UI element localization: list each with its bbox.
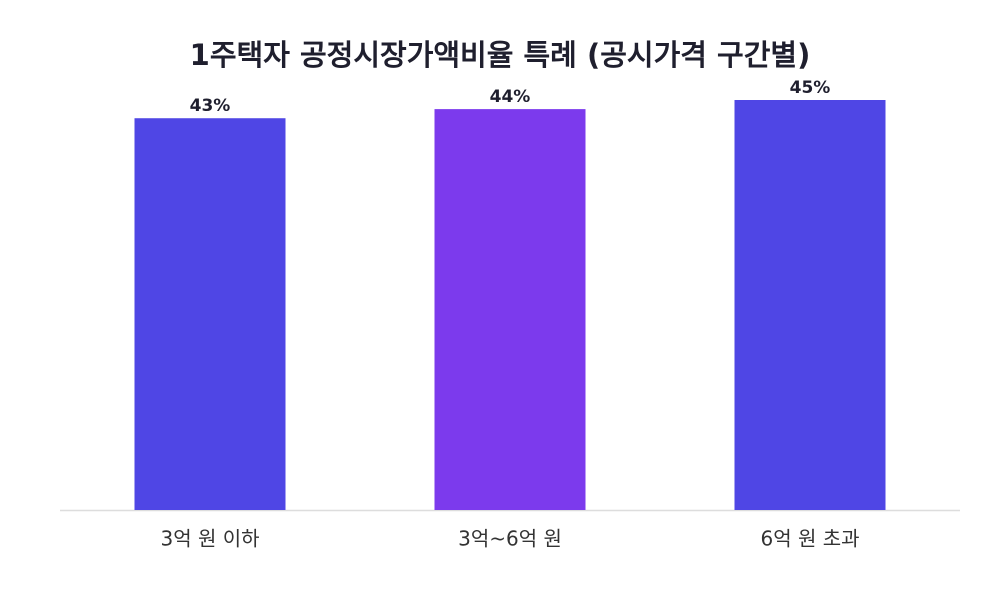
x-tick-label: 6억 원 초과	[760, 527, 859, 551]
value-label: 45%	[790, 78, 831, 98]
bar	[434, 109, 586, 510]
bar	[734, 100, 886, 510]
value-label: 44%	[490, 87, 531, 107]
bar	[134, 118, 286, 510]
chart-title: 1주택자 공정시장가액비율 특례 (공시가격 구간별)	[190, 38, 811, 72]
x-tick-label: 3억~6억 원	[458, 527, 562, 551]
value-label: 43%	[190, 96, 231, 116]
x-tick-label: 3억 원 이하	[160, 527, 259, 551]
